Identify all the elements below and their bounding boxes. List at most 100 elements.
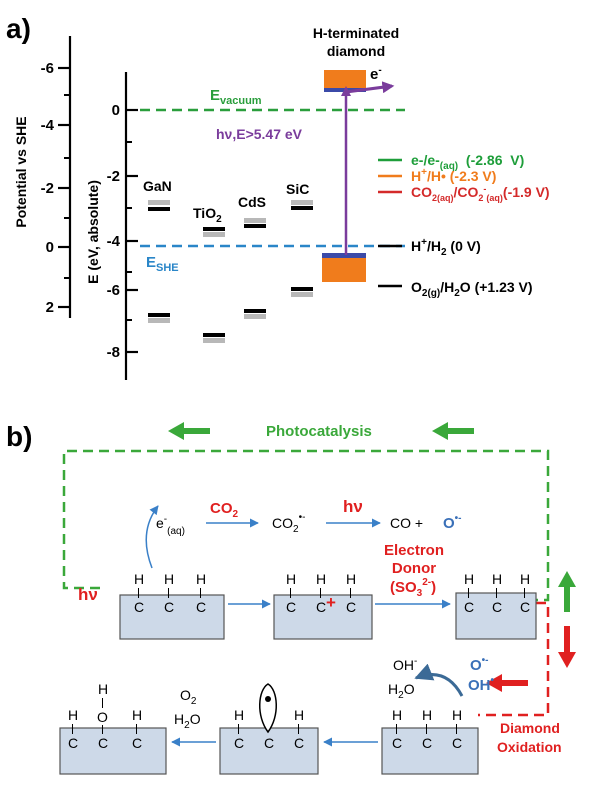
diamond-surface-1: H H H C C C	[119, 571, 225, 640]
left-tick-label: -4	[41, 117, 55, 134]
photocatalysis-label: Photocatalysis	[266, 423, 372, 440]
svg-text:C: C	[316, 599, 326, 615]
svg-text:H: H	[286, 571, 296, 587]
electron-emission-arrow-b	[145, 505, 159, 569]
diamond-surface-2: H H H C C C +	[273, 571, 373, 640]
diamond-cb-orange	[324, 70, 366, 88]
cds-vb-band	[244, 309, 266, 313]
svg-text:C: C	[68, 735, 78, 751]
electron-label: e-	[370, 65, 382, 83]
right-axis-title: E (eV, absolute)	[85, 180, 101, 284]
eshe-label: ESHE	[146, 254, 179, 274]
radical-orbital	[259, 683, 277, 734]
tio2-cb-gray	[203, 232, 225, 237]
excitation-label: hν,E>5.47 eV	[216, 126, 303, 142]
gan-cb-band	[148, 207, 170, 211]
solvated-electron: e-(aq)	[156, 514, 185, 537]
diamond-surface-4: H H H C C C	[381, 707, 479, 775]
svg-text:H: H	[392, 707, 402, 723]
svg-text:H: H	[452, 707, 462, 723]
material-label-cds: CdS	[238, 194, 266, 210]
svg-text:H: H	[134, 571, 144, 587]
right-tick-label: 0	[112, 102, 120, 119]
material-label-gan: GaN	[143, 178, 172, 194]
right-axis: 0 -2 -4 -6 -8	[107, 72, 138, 380]
svg-text:H: H	[98, 681, 108, 697]
water-product: H2O	[388, 681, 415, 701]
svg-text:C: C	[464, 599, 474, 615]
sic-vb-gray	[291, 292, 313, 297]
hplus-h2-label: H+/H2 (0 V)	[411, 237, 481, 258]
diamond-surface-5: H H C C C	[219, 683, 319, 775]
gan-vb-gray	[148, 318, 170, 323]
svg-text:C: C	[346, 599, 356, 615]
svg-text:H: H	[422, 707, 432, 723]
right-tick-label: -2	[107, 168, 120, 185]
svg-text:C: C	[422, 735, 432, 751]
tio2-cb-band	[203, 227, 225, 231]
svg-text:C: C	[492, 599, 502, 615]
svg-text:C: C	[392, 735, 402, 751]
radical-electron-dot	[265, 696, 271, 702]
right-tick-label: -6	[107, 282, 120, 299]
left-tick-label: -2	[41, 180, 54, 197]
tio2-vb-gray	[203, 338, 225, 343]
diamond-title-line2: diamond	[327, 43, 385, 59]
oh-radical: OH•	[468, 675, 495, 694]
diamond-surface-3: H H H C C C	[455, 571, 537, 640]
oxidation-cycle-path	[478, 601, 550, 717]
left-tick-label: 0	[46, 239, 54, 256]
svg-text:C: C	[98, 735, 108, 751]
svg-text:C: C	[294, 735, 304, 751]
svg-text:H: H	[346, 571, 356, 587]
svg-text:H: H	[294, 707, 304, 723]
svg-text:H: H	[520, 571, 530, 587]
diamond-oxidation-line1: Diamond	[500, 720, 560, 736]
o-radical-anion: O•-	[443, 513, 462, 532]
cds-vb-gray	[244, 314, 266, 319]
svg-text:H: H	[492, 571, 502, 587]
panel-a-label: a)	[6, 13, 31, 44]
svg-text:O: O	[97, 709, 108, 725]
svg-text:C: C	[286, 599, 296, 615]
hydroxide: OH-	[393, 656, 417, 673]
oxidation-arrow-left	[486, 674, 528, 692]
svg-text:H: H	[316, 571, 326, 587]
diamond-surface-6: H O H H C C C	[59, 681, 167, 775]
svg-text:H: H	[464, 571, 474, 587]
down-arrow-red	[558, 626, 576, 668]
svg-text:H: H	[196, 571, 206, 587]
electron-donor-line1: Electron	[384, 542, 444, 559]
svg-text:+: +	[326, 593, 336, 612]
cds-cb-band	[244, 224, 266, 228]
photocatalysis-arrow-left	[168, 422, 210, 440]
electron-donor-sulfite: (SO32-)	[390, 577, 436, 599]
photocatalysis-cycle-path	[62, 449, 550, 602]
left-tick-label: 2	[46, 299, 54, 316]
gan-cb-gray	[148, 200, 170, 205]
legend-eaq: e-/e-(aq) (-2.86 V)	[411, 152, 524, 172]
radical-reaction-arrow	[414, 663, 464, 697]
svg-text:C: C	[264, 735, 274, 751]
left-tick-label: -6	[41, 60, 54, 77]
svg-text:C: C	[520, 599, 530, 615]
tio2-vb-band	[203, 333, 225, 337]
svg-text:C: C	[164, 599, 174, 615]
sic-cb-gray	[291, 200, 313, 205]
svg-text:H: H	[132, 707, 142, 723]
svg-text:C: C	[234, 735, 244, 751]
co-product: CO +	[390, 515, 423, 531]
svg-text:H: H	[234, 707, 244, 723]
diamond-title-line1: H-terminated	[313, 25, 399, 41]
panel-b-label: b)	[6, 421, 32, 452]
material-label-tio2: TiO2	[193, 205, 222, 225]
cds-cb-gray	[244, 218, 266, 223]
up-arrow-green	[558, 571, 576, 612]
svg-text:C: C	[452, 735, 462, 751]
o2-h2o-label: O2(g)/H2O (+1.23 V)	[411, 279, 533, 299]
gan-vb-band	[148, 313, 170, 317]
electron-donor-line2: Donor	[392, 560, 436, 577]
co2-reactant: CO2	[210, 500, 239, 520]
diamond-vb-orange	[322, 258, 366, 282]
